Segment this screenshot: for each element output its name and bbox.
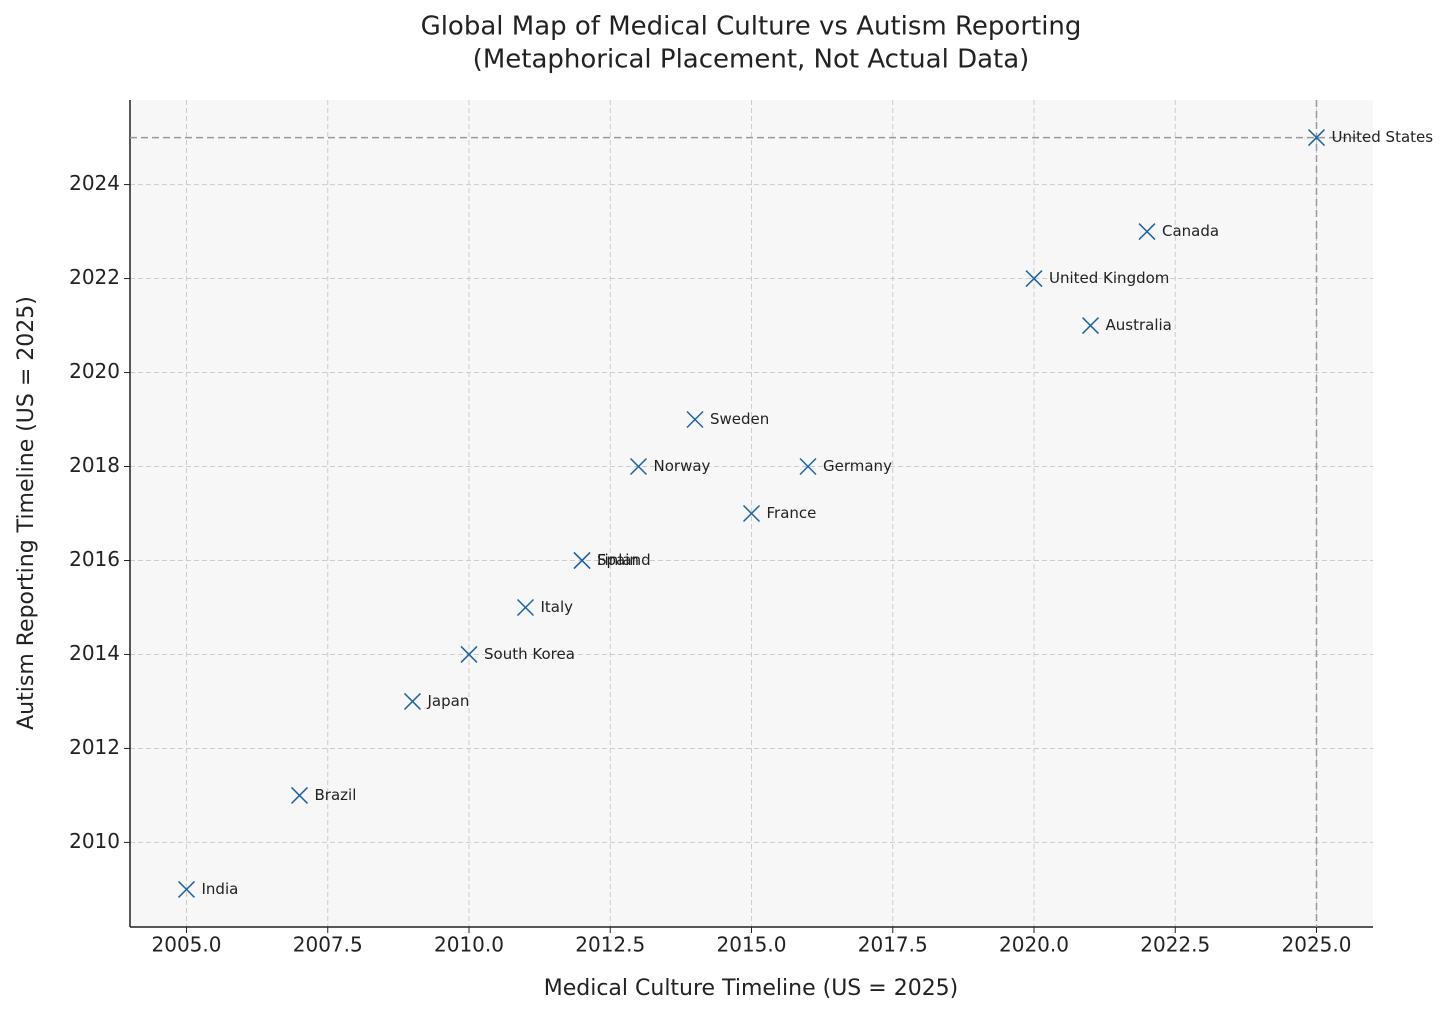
point-label: Italy [541, 598, 574, 616]
point-marker [573, 551, 591, 570]
point-label: United States [1332, 128, 1434, 146]
point-marker [177, 880, 196, 898]
point-marker [516, 598, 535, 617]
x-tick-label: 2017.5 [858, 933, 928, 957]
x-tick-label: 2015.0 [717, 933, 787, 957]
x-tick-label: 2022.5 [1140, 933, 1210, 957]
point-marker [290, 786, 309, 804]
y-tick-label: 2022 [69, 265, 120, 289]
point-marker [742, 504, 761, 523]
y-tick-label: 2010 [69, 829, 120, 853]
chart-subtitle: (Metaphorical Placement, Not Actual Data… [473, 45, 1030, 75]
point-label: Brazil [315, 786, 357, 804]
point [742, 504, 761, 523]
y-tick-label: 2014 [69, 641, 120, 665]
point [686, 410, 704, 429]
x-tick-label: 2010.0 [434, 933, 504, 957]
point-label: Norway [654, 457, 711, 475]
point [516, 598, 535, 617]
point-marker [1307, 129, 1326, 147]
chart-title: Global Map of Medical Culture vs Autism … [421, 12, 1082, 42]
point-label: Germany [823, 457, 892, 475]
point [629, 457, 648, 476]
y-axis-label: Autism Reporting Timeline (US = 2025) [14, 296, 39, 730]
point [1081, 317, 1100, 335]
point-label: Canada [1162, 222, 1219, 240]
point [1307, 129, 1326, 147]
point [290, 786, 309, 804]
point-marker [1138, 223, 1156, 241]
point [799, 457, 817, 476]
point-marker [460, 645, 478, 663]
point-label: Australia [1106, 316, 1172, 334]
point [1138, 223, 1156, 241]
point-marker [686, 410, 704, 429]
point-marker [1081, 317, 1100, 335]
point-marker [799, 457, 817, 476]
point [403, 692, 422, 710]
point-label: India [202, 880, 239, 898]
point-label: France [767, 504, 817, 522]
point-label: Sweden [710, 410, 769, 428]
point-label: South Korea [484, 645, 575, 663]
x-tick-label: 2007.5 [293, 933, 363, 957]
point-label: Finland [597, 551, 651, 569]
point [573, 551, 591, 570]
y-tick-label: 2018 [69, 453, 120, 477]
point [460, 645, 478, 663]
y-tick-label: 2024 [69, 171, 120, 195]
y-tick-label: 2012 [69, 735, 120, 759]
x-tick-label: 2012.5 [575, 933, 645, 957]
point-marker [629, 457, 648, 476]
point-marker [403, 692, 422, 710]
x-tick-label: 2020.0 [999, 933, 1069, 957]
point-label: Spain [597, 551, 639, 569]
x-axis-label: Medical Culture Timeline (US = 2025) [544, 976, 959, 1001]
x-tick-label: 2005.0 [152, 933, 222, 957]
point [1025, 270, 1043, 288]
point-label: Japan [427, 692, 470, 710]
y-tick-label: 2016 [69, 547, 120, 571]
point-marker [1025, 270, 1043, 288]
y-tick-label: 2020 [69, 359, 120, 383]
x-tick-label: 2025.0 [1282, 933, 1352, 957]
point-label: United Kingdom [1049, 269, 1169, 287]
point [177, 880, 196, 898]
